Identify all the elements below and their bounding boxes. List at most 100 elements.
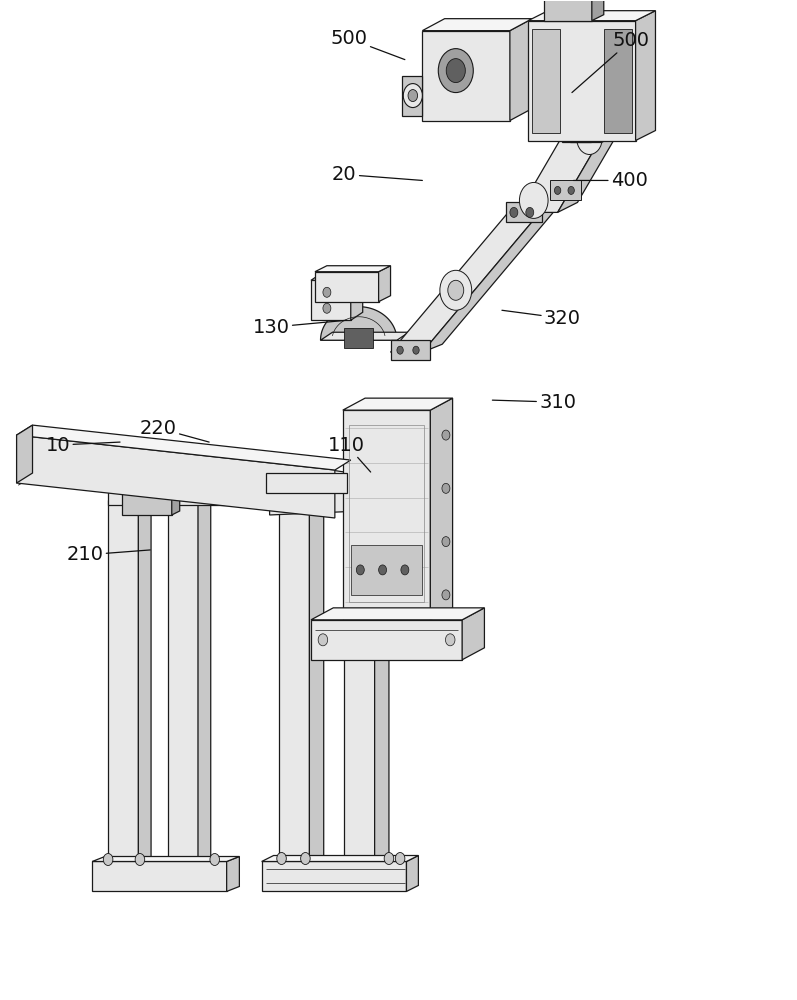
Circle shape <box>323 303 331 313</box>
Circle shape <box>379 565 387 575</box>
Circle shape <box>300 853 310 864</box>
Circle shape <box>446 634 455 646</box>
Polygon shape <box>261 861 406 891</box>
Circle shape <box>397 346 403 354</box>
Polygon shape <box>139 494 151 869</box>
Polygon shape <box>592 0 604 21</box>
Circle shape <box>555 186 561 194</box>
Circle shape <box>413 346 419 354</box>
Polygon shape <box>422 31 510 121</box>
Polygon shape <box>171 483 179 515</box>
Text: 500: 500 <box>331 29 405 60</box>
Circle shape <box>442 590 450 600</box>
Polygon shape <box>320 307 397 340</box>
Polygon shape <box>510 19 532 121</box>
Text: 320: 320 <box>502 309 581 328</box>
Polygon shape <box>168 500 198 869</box>
Polygon shape <box>311 620 462 660</box>
Text: 220: 220 <box>139 419 209 442</box>
Circle shape <box>442 430 450 440</box>
Polygon shape <box>532 29 560 133</box>
Circle shape <box>384 853 394 864</box>
Polygon shape <box>311 280 351 320</box>
Polygon shape <box>311 608 485 620</box>
Polygon shape <box>275 469 288 505</box>
Circle shape <box>104 854 113 865</box>
Circle shape <box>135 854 145 865</box>
Polygon shape <box>550 180 582 200</box>
Polygon shape <box>92 857 239 861</box>
Polygon shape <box>226 857 239 891</box>
Circle shape <box>395 853 405 864</box>
Polygon shape <box>311 272 363 280</box>
Polygon shape <box>315 266 391 272</box>
Circle shape <box>448 280 464 300</box>
Polygon shape <box>269 463 398 488</box>
Polygon shape <box>375 502 389 869</box>
Polygon shape <box>261 856 418 861</box>
Circle shape <box>438 49 473 93</box>
Polygon shape <box>528 21 635 140</box>
Polygon shape <box>635 11 655 140</box>
Polygon shape <box>265 473 347 493</box>
Circle shape <box>510 207 518 217</box>
Polygon shape <box>17 425 351 470</box>
Polygon shape <box>108 475 275 505</box>
Polygon shape <box>17 425 33 483</box>
Polygon shape <box>591 107 602 142</box>
Polygon shape <box>344 328 373 348</box>
Text: 400: 400 <box>574 171 648 190</box>
Polygon shape <box>108 500 139 869</box>
Circle shape <box>440 270 472 310</box>
Circle shape <box>568 186 575 194</box>
Circle shape <box>403 84 422 108</box>
Polygon shape <box>17 435 335 518</box>
Polygon shape <box>123 487 171 515</box>
Polygon shape <box>462 608 485 660</box>
Polygon shape <box>422 202 562 352</box>
Polygon shape <box>351 272 363 320</box>
Polygon shape <box>528 11 655 21</box>
Polygon shape <box>351 545 422 595</box>
Text: 210: 210 <box>66 545 151 564</box>
Circle shape <box>323 287 331 297</box>
Circle shape <box>442 537 450 547</box>
Polygon shape <box>343 398 453 410</box>
Circle shape <box>442 483 450 493</box>
Polygon shape <box>309 502 324 869</box>
Polygon shape <box>198 494 210 869</box>
Circle shape <box>520 182 548 218</box>
Text: 500: 500 <box>572 31 650 93</box>
Polygon shape <box>279 510 309 869</box>
Polygon shape <box>406 856 418 891</box>
Polygon shape <box>108 469 288 475</box>
Circle shape <box>318 634 328 646</box>
Polygon shape <box>562 119 602 142</box>
Text: 130: 130 <box>253 318 347 337</box>
Circle shape <box>277 853 286 864</box>
Text: 20: 20 <box>332 165 422 184</box>
Circle shape <box>446 59 465 83</box>
Polygon shape <box>402 76 422 116</box>
Polygon shape <box>422 19 532 31</box>
Polygon shape <box>391 210 542 352</box>
Polygon shape <box>344 510 375 869</box>
Polygon shape <box>379 266 391 302</box>
Polygon shape <box>384 480 398 510</box>
Text: 310: 310 <box>493 393 576 412</box>
Circle shape <box>526 207 534 217</box>
Circle shape <box>408 90 418 102</box>
Polygon shape <box>391 340 430 360</box>
Polygon shape <box>570 113 591 142</box>
Polygon shape <box>320 332 409 340</box>
Circle shape <box>210 854 219 865</box>
Polygon shape <box>506 202 542 222</box>
Circle shape <box>356 565 364 575</box>
Polygon shape <box>315 272 379 302</box>
Polygon shape <box>430 398 453 620</box>
Polygon shape <box>544 0 592 21</box>
Circle shape <box>401 565 409 575</box>
Text: 10: 10 <box>45 436 120 455</box>
Polygon shape <box>604 29 631 133</box>
Polygon shape <box>269 471 384 515</box>
